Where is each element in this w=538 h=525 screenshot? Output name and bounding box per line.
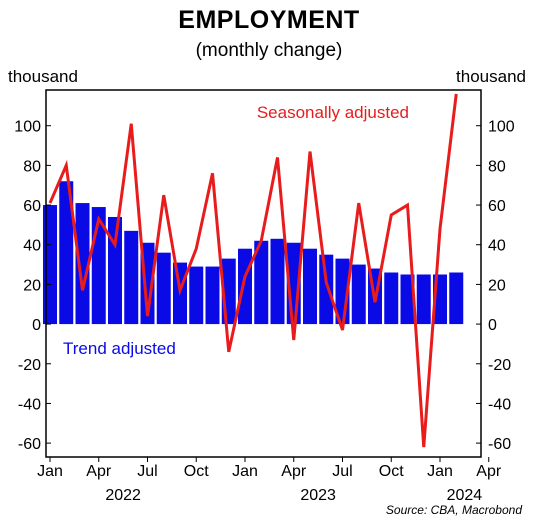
trend-bars	[43, 181, 464, 325]
right-y-tick-label: -20	[488, 357, 511, 374]
trend-bar	[270, 238, 285, 325]
left-y-tick-label: -40	[18, 396, 41, 413]
trend-bar	[319, 254, 334, 325]
trend-bar	[59, 181, 74, 325]
right-y-tick-label: -40	[488, 396, 511, 413]
source-note: Source: CBA, Macrobond	[385, 503, 522, 517]
left-y-tick-label: 80	[23, 158, 41, 175]
trend-bar	[254, 240, 269, 325]
right-y-tick-label: 20	[488, 277, 506, 294]
trend-bar	[75, 203, 90, 325]
x-month-label: Apr	[86, 463, 112, 480]
x-month-label: Jul	[137, 463, 157, 480]
left-y-tick-label: 100	[14, 119, 41, 136]
trend-series-label: Trend adjusted	[63, 339, 176, 358]
chart-title: EMPLOYMENT	[178, 6, 360, 34]
right-y-tick-label: 60	[488, 198, 506, 215]
left-y-tick-label: -20	[18, 357, 41, 374]
trend-bar	[238, 248, 252, 325]
seasonal-line	[48, 93, 458, 448]
chart-subtitle: (monthly change)	[195, 40, 343, 61]
x-month-label: Apr	[476, 463, 502, 480]
right-y-tick-label: 0	[488, 317, 497, 334]
trend-bar	[384, 272, 399, 325]
right-axis-unit: thousand	[456, 67, 526, 86]
plot-frame	[45, 89, 482, 458]
trend-bar	[108, 216, 122, 325]
trend-bar	[43, 205, 57, 325]
trend-bar	[205, 266, 220, 325]
x-year-label: 2023	[300, 487, 336, 504]
trend-bar	[189, 266, 204, 325]
trend-bar	[124, 230, 139, 325]
trend-bar	[303, 248, 317, 325]
x-year-label: 2024	[447, 487, 483, 504]
seasonal-line-group	[48, 93, 458, 448]
right-y-tick-label: -60	[488, 436, 511, 453]
left-y-tick-label: 0	[32, 317, 41, 334]
right-y-tick-label: 80	[488, 158, 506, 175]
x-month-label: Jan	[427, 463, 453, 480]
x-month-label: Jan	[232, 463, 258, 480]
trend-bar	[449, 272, 464, 325]
left-y-tick-label: -60	[18, 436, 41, 453]
x-month-label: Apr	[281, 463, 307, 480]
right-y-tick-label: 100	[488, 119, 515, 136]
x-month-label: Jan	[37, 463, 63, 480]
x-month-label: Jul	[332, 463, 352, 480]
x-month-label: Oct	[379, 463, 404, 480]
right-y-tick-label: 40	[488, 238, 506, 255]
left-y-tick-label: 60	[23, 198, 41, 215]
x-month-label: Oct	[184, 463, 209, 480]
left-axis-unit: thousand	[8, 67, 78, 86]
left-y-tick-label: 40	[23, 238, 41, 255]
seasonal-series-label: Seasonally adjusted	[257, 103, 409, 122]
x-year-label: 2022	[105, 487, 141, 504]
left-y-tick-label: 20	[23, 277, 41, 294]
trend-bar	[156, 252, 171, 325]
trend-bar	[416, 274, 431, 325]
axes: -60 -60 -40 -40 -20 -20 0 0 20 20 40 40 60 60 80 80 100 1…	[14, 119, 515, 504]
trend-bar	[351, 264, 366, 325]
trend-bar	[400, 274, 415, 325]
